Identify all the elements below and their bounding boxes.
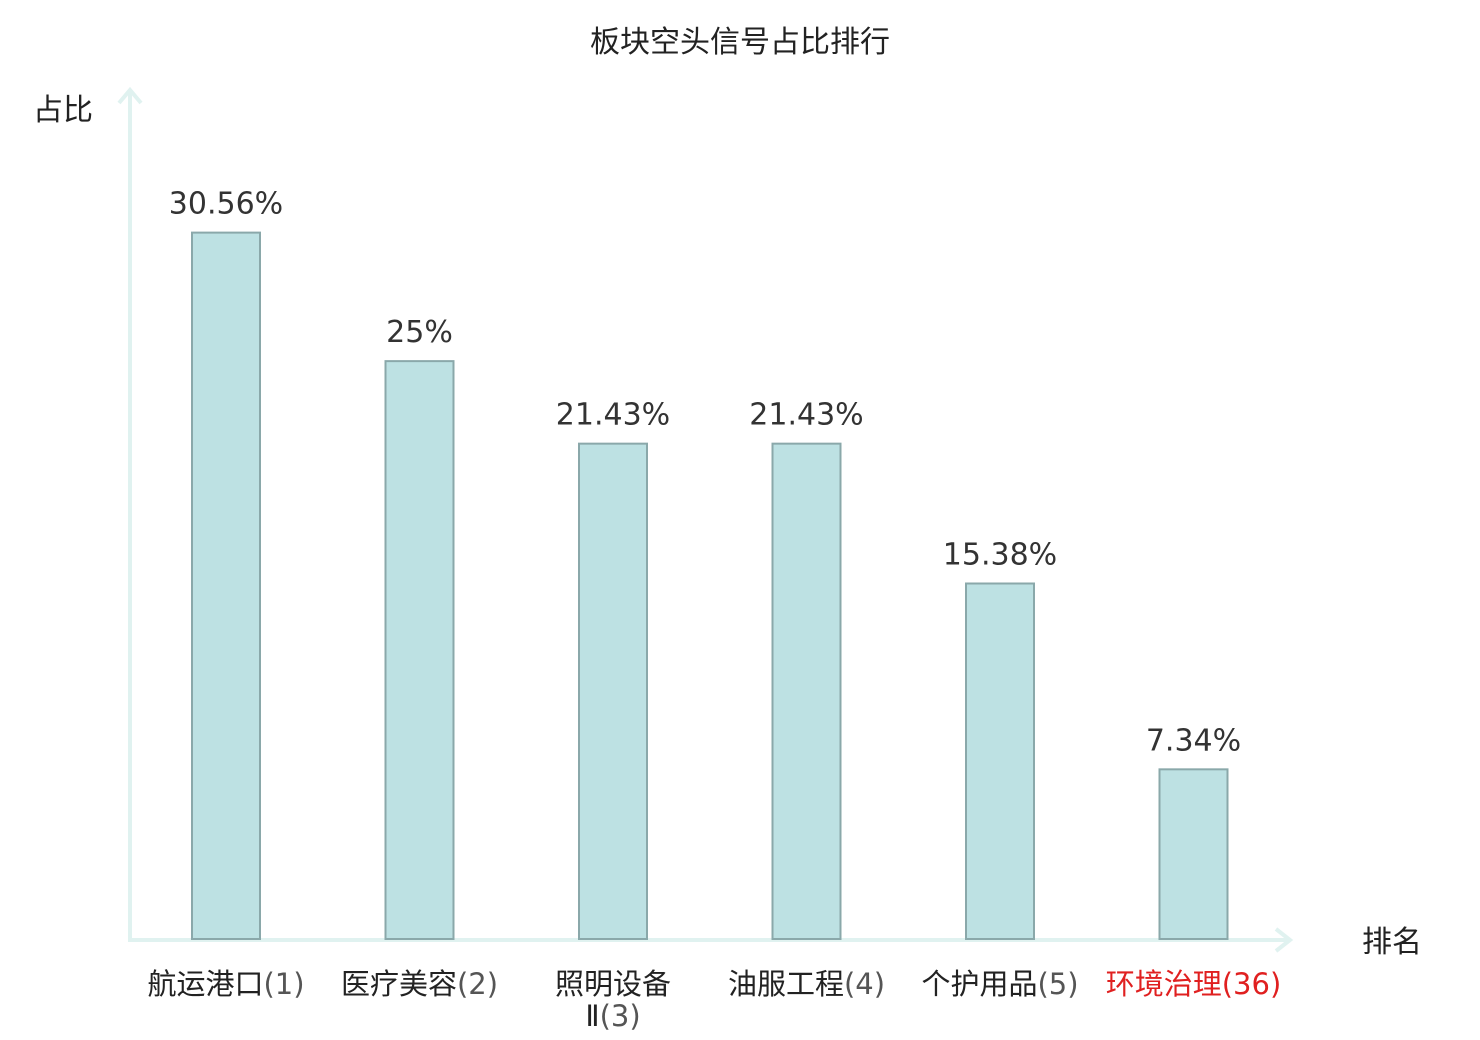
bar-1 xyxy=(191,231,261,941)
category-rank: (3) xyxy=(600,999,641,1033)
category-label-6: 环境治理(36) xyxy=(1106,967,1282,1001)
y-axis-arrow-icon xyxy=(117,86,143,105)
y-axis-label: 占比 xyxy=(33,93,93,128)
x-axis-arrow-icon xyxy=(1274,927,1294,953)
category-label-3: 照明设备 Ⅱ(3) xyxy=(555,967,671,1033)
category-name: 医疗美容 xyxy=(341,967,457,1001)
chart-title: 板块空头信号占比排行 xyxy=(590,25,890,60)
category-label-4: 油服工程(4) xyxy=(728,967,885,1001)
category-name: 航运港口 xyxy=(147,967,263,1001)
category-rank: (36) xyxy=(1222,967,1282,1001)
bar-4 xyxy=(771,442,842,940)
bar-2 xyxy=(384,360,455,940)
bar-5 xyxy=(965,582,1035,940)
category-rank: (4) xyxy=(844,967,885,1001)
value-label-4: 21.43% xyxy=(749,398,863,433)
category-name-line-1: 照明设备 xyxy=(555,967,671,1001)
category-label-2: 医疗美容(2) xyxy=(341,967,498,1001)
category-name: 个护用品 xyxy=(921,967,1037,1001)
bar-3 xyxy=(578,442,648,940)
x-axis-label: 排名 xyxy=(1362,925,1422,960)
value-label-2: 25% xyxy=(386,315,453,350)
category-rank: (1) xyxy=(263,967,304,1001)
category-rank: (2) xyxy=(457,967,498,1001)
category-name-line-2: Ⅱ xyxy=(585,999,599,1033)
category-label-1: 航运港口(1) xyxy=(147,967,304,1001)
category-name: 环境治理 xyxy=(1106,967,1222,1001)
value-label-5: 15.38% xyxy=(943,537,1057,572)
category-name: 油服工程 xyxy=(728,967,844,1001)
bars-group xyxy=(191,231,1229,941)
value-label-6: 7.34% xyxy=(1146,723,1241,758)
category-rank: (5) xyxy=(1037,967,1078,1001)
value-labels-group: 30.56% 25% 21.43% 21.43% 15.38% 7.34% xyxy=(169,187,1241,759)
category-labels-group: 航运港口(1) 医疗美容(2) 照明设备 Ⅱ(3) 油服工程(4) 个护用品(5) 环境治理… xyxy=(147,967,1281,1033)
value-label-1: 30.56% xyxy=(169,187,283,222)
category-label-5: 个护用品(5) xyxy=(921,967,1078,1001)
bar-6 xyxy=(1158,768,1229,940)
value-label-3: 21.43% xyxy=(556,398,670,433)
